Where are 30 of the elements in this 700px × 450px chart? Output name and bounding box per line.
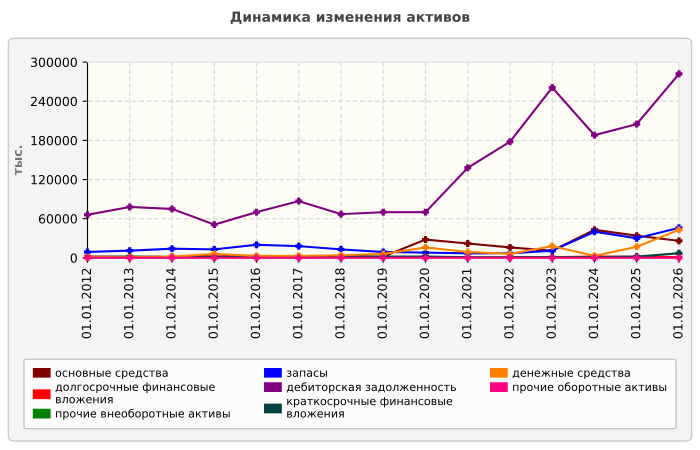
legend-label: денежные средства	[512, 370, 630, 379]
x-tick-label: 01.01.2025	[630, 268, 640, 338]
x-tick-label: 01.01.2024	[588, 268, 598, 338]
legend-label: прочие внеоборотные активы	[56, 408, 230, 420]
x-tick-label: 01.01.2020	[420, 268, 430, 338]
y-tick-label: 300000	[31, 58, 77, 68]
y-tick-label: 60000	[38, 214, 77, 224]
x-tick-label: 01.01.2017	[292, 268, 302, 338]
x-tick-label: 01.01.2014	[166, 268, 176, 338]
x-tick-label: 01.01.2023	[546, 268, 556, 338]
y-tick-label: 180000	[31, 136, 77, 146]
x-tick-label: 01.01.2021	[462, 268, 472, 338]
y-tick-label: 0	[70, 253, 77, 263]
legend-label: дебиторская задолженность	[286, 382, 456, 394]
x-tick-label: 01.01.2012	[82, 268, 92, 338]
x-tick-label: 01.01.2026	[673, 268, 683, 338]
chart-title: Динамика изменения активов	[230, 12, 470, 24]
x-tick-label: 01.01.2019	[377, 268, 387, 338]
x-tick-label: 01.01.2022	[504, 268, 514, 338]
legend-label: основные средства	[56, 370, 168, 379]
legend-label: запасы	[286, 370, 327, 377]
x-tick-label: 01.01.2018	[335, 268, 345, 338]
x-tick-label: 01.01.2015	[208, 268, 218, 338]
legend-label: краткосрочные финансовые вложения	[287, 396, 452, 418]
x-tick-label: 01.01.2013	[124, 268, 134, 338]
legend-label: прочие оборотные активы	[513, 382, 666, 394]
y-tick-label: 120000	[31, 175, 77, 184]
y-axis-title: тыс.	[14, 146, 22, 176]
x-tick-label: 01.01.2016	[250, 268, 260, 338]
y-tick-label: 240000	[30, 96, 77, 106]
